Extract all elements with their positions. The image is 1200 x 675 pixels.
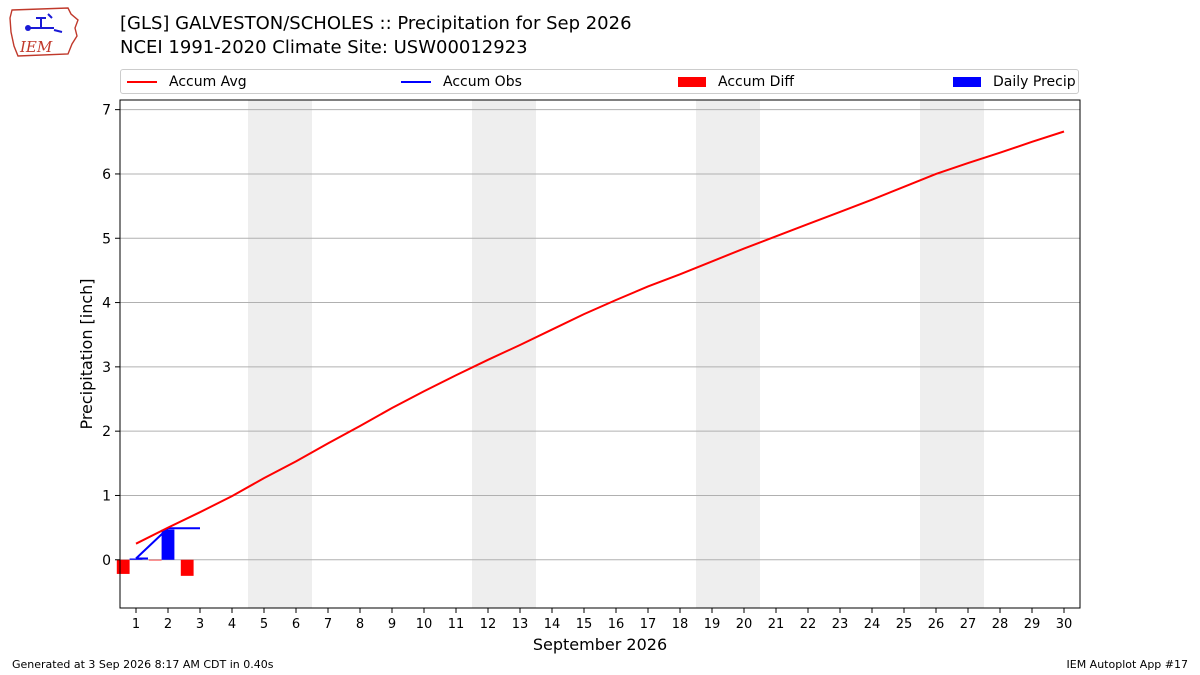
plot-frame	[119, 99, 1081, 609]
x-tick-label-4: 4	[228, 617, 236, 632]
weekend-band-2	[472, 100, 536, 608]
y-tick-label-1: 1	[102, 488, 111, 504]
legend: Accum Avg Accum Obs Accum Diff Daily Pre…	[120, 69, 1079, 94]
y-tick-label-2: 2	[102, 424, 111, 440]
weekend-band-4	[920, 100, 984, 608]
x-tick-label-30: 30	[1056, 617, 1073, 632]
x-tick-label-3: 3	[196, 617, 204, 632]
iowa-outline-shape	[9, 7, 79, 57]
accum-diff-bar-3	[180, 559, 194, 576]
x-tick-label-6: 6	[292, 617, 300, 632]
x-tick-label-21: 21	[768, 617, 785, 632]
x-tick-label-16: 16	[608, 617, 625, 632]
y-tick-label-6: 6	[102, 167, 111, 183]
x-tick-label-28: 28	[992, 617, 1009, 632]
x-tick-label-26: 26	[928, 617, 945, 632]
legend-item-accum-diff: Accum Diff	[678, 74, 794, 90]
y-tick-label-0: 0	[102, 553, 111, 569]
y-tick-label-3: 3	[102, 360, 111, 376]
footer-generated: Generated at 3 Sep 2026 8:17 AM CDT in 0…	[12, 658, 274, 671]
accum-avg-line	[135, 130, 1065, 545]
legend-item-daily-precip: Daily Precip	[953, 74, 1076, 90]
iem-logo: IEM	[9, 7, 79, 57]
footer-app: IEM Autoplot App #17	[1066, 658, 1189, 671]
accum-diff-bar-2	[148, 559, 162, 561]
x-tick-label-11: 11	[448, 617, 465, 632]
title-line-1: [GLS] GALVESTON/SCHOLES :: Precipitation…	[120, 13, 632, 34]
accum-diff-bar-1	[116, 559, 130, 574]
x-tick-label-1: 1	[132, 617, 140, 632]
y-axis-label: Precipitation [inch]	[77, 278, 96, 429]
x-tick-label-7: 7	[324, 617, 332, 632]
x-tick-label-10: 10	[416, 617, 433, 632]
weekend-band-1	[248, 100, 312, 608]
legend-item-accum-avg: Accum Avg	[127, 74, 247, 90]
legend-label-accum-avg: Accum Avg	[169, 74, 247, 90]
title-line-2: NCEI 1991-2020 Climate Site: USW00012923	[120, 37, 528, 58]
x-tick-label-24: 24	[864, 617, 881, 632]
x-tick-label-25: 25	[896, 617, 913, 632]
x-tick-label-15: 15	[576, 617, 593, 632]
y-tick-label-7: 7	[102, 103, 111, 119]
legend-label-accum-diff: Accum Diff	[718, 74, 795, 90]
legend-label-daily-precip: Daily Precip	[993, 74, 1076, 90]
x-tick-label-8: 8	[356, 617, 364, 632]
x-tick-label-17: 17	[640, 617, 657, 632]
x-tick-label-22: 22	[800, 617, 817, 632]
legend-swatch-daily-precip	[953, 77, 981, 87]
legend-swatch-accum-obs	[401, 81, 431, 83]
x-tick-label-2: 2	[164, 617, 172, 632]
legend-item-accum-obs: Accum Obs	[401, 74, 522, 90]
legend-label-accum-obs: Accum Obs	[443, 74, 522, 90]
x-tick-label-14: 14	[544, 617, 561, 632]
x-tick-label-19: 19	[704, 617, 721, 632]
legend-swatch-accum-diff	[678, 77, 706, 87]
legend-swatch-accum-avg	[127, 81, 157, 83]
x-tick-label-18: 18	[672, 617, 689, 632]
x-tick-label-27: 27	[960, 617, 977, 632]
y-tick-label-5: 5	[102, 231, 111, 247]
x-tick-label-13: 13	[512, 617, 529, 632]
weekend-band-3	[696, 100, 760, 608]
daily-precip-bar-2	[161, 529, 175, 560]
x-axis-label: September 2026	[533, 635, 667, 654]
x-tick-label-12: 12	[480, 617, 497, 632]
y-tick-label-4: 4	[102, 296, 111, 312]
x-tick-label-9: 9	[388, 617, 396, 632]
x-tick-label-20: 20	[736, 617, 753, 632]
logo-text: IEM	[19, 38, 53, 56]
x-tick-label-5: 5	[260, 617, 268, 632]
x-tick-label-23: 23	[832, 617, 849, 632]
weather-station-icon	[28, 13, 63, 33]
chart-title: [GLS] GALVESTON/SCHOLES :: Precipitation…	[120, 12, 632, 60]
x-tick-label-29: 29	[1024, 617, 1041, 632]
sensor-dot-icon	[25, 25, 31, 31]
